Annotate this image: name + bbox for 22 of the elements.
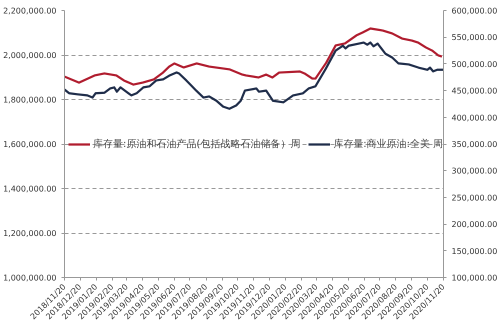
y-tick-label: 1,400,000.00 bbox=[3, 184, 56, 194]
y2-tick-label: 350,000.00 bbox=[452, 140, 498, 149]
y2-tick-label: 450,000.00 bbox=[452, 86, 498, 96]
y2-tick-label: 500,000.00 bbox=[452, 60, 498, 69]
y2-tick-label: 600,000.00 bbox=[452, 6, 498, 16]
y-tick-label: 1,000,000.00 bbox=[3, 274, 56, 282]
y-tick-label: 1,600,000.00 bbox=[3, 140, 56, 149]
legend-label: 库存量:原油和石油产品(包括战略石油储备）周 bbox=[93, 138, 300, 150]
y2-tick-label: 200,000.00 bbox=[452, 220, 498, 230]
y2-tick-label: 250,000.00 bbox=[452, 193, 498, 202]
y2-tick-label: 300,000.00 bbox=[452, 166, 498, 176]
line-series bbox=[64, 41, 444, 110]
y2-tick-label: 150,000.00 bbox=[452, 246, 498, 256]
y-tick-label: 2,200,000.00 bbox=[3, 6, 56, 16]
y-tick-label: 2,000,000.00 bbox=[3, 51, 56, 60]
y-tick-label: 1,200,000.00 bbox=[3, 229, 56, 238]
line-series bbox=[64, 27, 444, 86]
y-tick-label: 1,800,000.00 bbox=[3, 96, 56, 104]
legend-label: 库存量:商业原油:全美 周 bbox=[333, 138, 444, 150]
y2-tick-label: 100,000.00 bbox=[452, 274, 498, 282]
y2-tick-label: 400,000.00 bbox=[452, 113, 498, 122]
y2-tick-label: 550,000.00 bbox=[452, 33, 498, 42]
